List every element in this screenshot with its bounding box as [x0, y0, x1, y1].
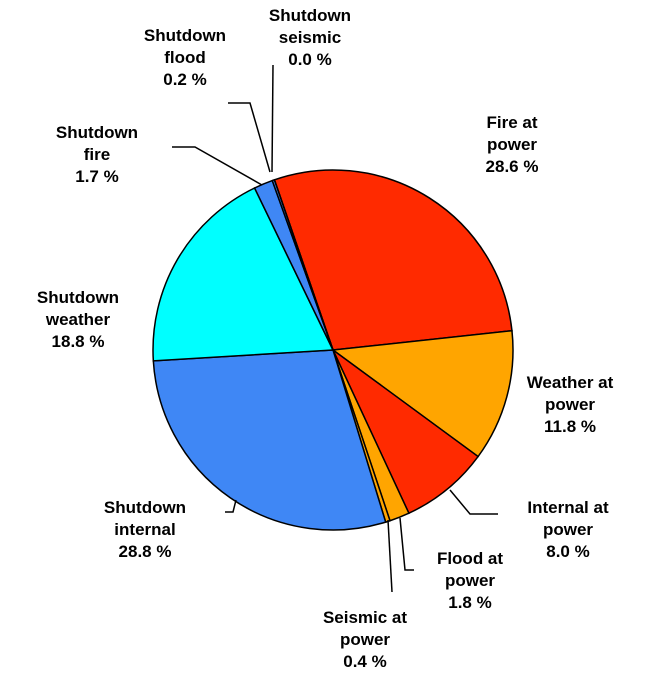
- leader-line: [271, 64, 274, 173]
- value-label: 18.8 %: [51, 332, 105, 351]
- value-label: 28.6 %: [485, 157, 539, 176]
- leader-line: [172, 146, 263, 186]
- pie-slice: [152, 349, 387, 531]
- slice-label: Flood at power 1.8 %: [420, 548, 520, 614]
- category-label: Shutdown weather: [36, 288, 120, 329]
- leader-line: [449, 489, 498, 515]
- pie-slice: [273, 179, 334, 351]
- category-label: Internal at power: [527, 498, 609, 539]
- value-label: 0.4 %: [343, 652, 387, 671]
- value-label: 0.0 %: [288, 50, 332, 69]
- slice-label: Shutdown weather 18.8 %: [28, 287, 128, 353]
- leader-line: [399, 517, 414, 571]
- category-label: Flood at power: [436, 549, 504, 590]
- pie-slice: [332, 349, 480, 515]
- category-label: Fire at power: [486, 113, 538, 154]
- category-label: Shutdown seismic: [268, 6, 352, 47]
- leader-line: [225, 499, 237, 513]
- value-label: 0.2 %: [163, 70, 207, 89]
- slice-label: Weather at power 11.8 %: [520, 372, 620, 438]
- pie-slice: [152, 186, 335, 362]
- value-label: 8.0 %: [546, 542, 590, 561]
- leader-line: [228, 102, 271, 173]
- value-label: 28.8 %: [118, 542, 172, 561]
- slice-label: Seismic at power 0.4 %: [315, 607, 415, 673]
- slice-label: Shutdown seismic 0.0 %: [260, 5, 360, 71]
- value-label: 1.7 %: [75, 167, 119, 186]
- slice-label: Fire at power 28.6 %: [462, 112, 562, 178]
- value-label: 1.8 %: [448, 593, 492, 612]
- category-label: Weather at power: [526, 373, 614, 414]
- category-label: Shutdown internal: [103, 498, 187, 539]
- slice-label: Shutdown fire 1.7 %: [47, 122, 147, 188]
- pie-slice: [273, 169, 513, 351]
- category-label: Shutdown flood: [143, 26, 227, 67]
- value-label: 11.8 %: [544, 417, 596, 436]
- slice-label: Shutdown flood 0.2 %: [135, 25, 235, 91]
- pie-slice: [330, 329, 514, 458]
- slice-label: Internal at power 8.0 %: [518, 497, 618, 563]
- category-label: Seismic at power: [322, 608, 408, 649]
- leader-line: [387, 519, 393, 593]
- slice-label: Shutdown internal 28.8 %: [95, 497, 195, 563]
- category-label: Shutdown fire: [55, 123, 139, 164]
